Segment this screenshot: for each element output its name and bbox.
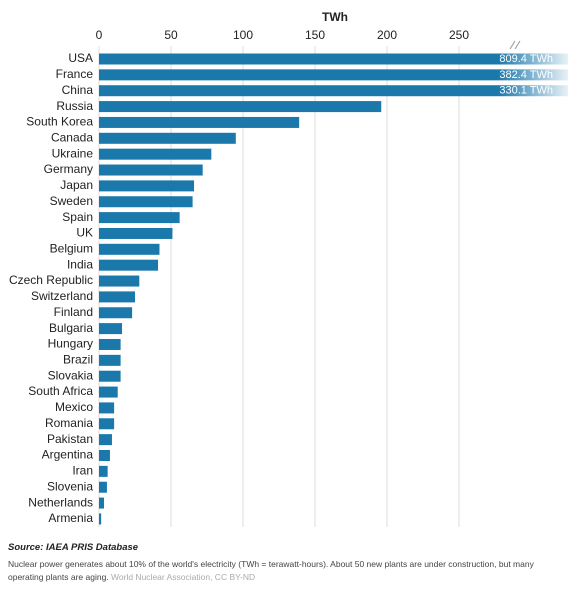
- y-tick-label: Germany: [44, 162, 93, 176]
- y-tick-label: Switzerland: [31, 289, 93, 303]
- value-label: 330.1 TWh: [499, 85, 553, 97]
- chart: TWh 0 50 100 150 200 250 USA 809.4 TWh France 382…: [9, 10, 568, 527]
- bar: [99, 450, 110, 461]
- bar: [99, 101, 382, 113]
- caption-block: Nuclear power generates about 10% of the…: [8, 558, 563, 584]
- y-tick-label: France: [56, 67, 94, 81]
- y-tick-label: Spain: [62, 210, 93, 224]
- bar: [99, 69, 568, 81]
- bar: [99, 386, 118, 398]
- x-tick-label: 150: [305, 28, 325, 42]
- value-label: 809.4 TWh: [499, 53, 553, 65]
- y-tick-label: China: [62, 83, 94, 97]
- caption: Nuclear power generates about 10% of the…: [8, 559, 534, 582]
- bar: [99, 196, 193, 208]
- y-tick-label: Slovakia: [48, 368, 94, 382]
- y-tick-label: India: [67, 257, 93, 271]
- y-tick-label: Netherlands: [28, 495, 93, 509]
- bar: [99, 354, 121, 366]
- bar: [99, 148, 212, 160]
- y-tick-label: USA: [68, 51, 93, 65]
- y-tick-label: Belgium: [50, 241, 93, 255]
- y-tick-label: Romania: [45, 416, 93, 430]
- axis-title: TWh: [322, 10, 348, 24]
- y-tick-label: UK: [76, 226, 93, 240]
- bar: [99, 116, 300, 128]
- bar: [99, 291, 135, 303]
- x-tick-label: 0: [96, 28, 103, 42]
- value-label: 382.4 TWh: [499, 69, 553, 81]
- bar: [99, 370, 121, 382]
- axis-break: [509, 40, 521, 50]
- x-tick-label: 200: [377, 28, 397, 42]
- bar: [99, 481, 107, 493]
- y-tick-label: Iran: [72, 464, 93, 478]
- bar: [99, 212, 180, 224]
- y-tick-label: South Africa: [28, 384, 93, 398]
- y-tick-label: South Korea: [26, 115, 93, 129]
- y-tick-label: Argentina: [42, 448, 94, 462]
- bar: [99, 53, 568, 65]
- source: Source: IAEA PRIS Database: [8, 542, 139, 553]
- credit: World Nuclear Association, CC BY-ND: [111, 572, 256, 582]
- bar: [99, 85, 568, 97]
- y-tick-label: Canada: [51, 130, 93, 144]
- y-tick-label: Slovenia: [47, 479, 93, 493]
- x-tick-label: 100: [233, 28, 253, 42]
- y-tick-label: Russia: [56, 99, 93, 113]
- y-tick-label: Czech Republic: [9, 273, 93, 287]
- bar: [99, 465, 108, 477]
- y-tick-label: Brazil: [63, 353, 93, 367]
- x-tick-label: 250: [449, 28, 469, 42]
- y-tick-label: Armenia: [48, 511, 93, 525]
- bar: [99, 434, 112, 446]
- y-tick-label: Ukraine: [52, 146, 94, 160]
- bar: [99, 243, 160, 255]
- y-tick-label: Pakistan: [47, 432, 93, 446]
- bar: [99, 164, 203, 176]
- y-tick-label: Japan: [60, 178, 93, 192]
- bar: [99, 259, 159, 271]
- bar: [99, 227, 173, 239]
- bar: [99, 513, 102, 525]
- y-tick-label: Hungary: [48, 337, 93, 351]
- y-tick-label: Mexico: [55, 400, 93, 414]
- bar: [99, 132, 236, 144]
- y-tick-label: Finland: [54, 305, 93, 319]
- y-tick-label: Bulgaria: [49, 321, 93, 335]
- bar: [99, 418, 115, 430]
- bar: [99, 323, 123, 335]
- bar: [99, 180, 195, 192]
- bar: [99, 497, 105, 509]
- bar: [99, 307, 133, 319]
- bar: [99, 402, 115, 414]
- x-tick-label: 50: [164, 28, 178, 42]
- y-tick-label: Sweden: [50, 194, 93, 208]
- bar: [99, 275, 140, 287]
- bar: [99, 338, 121, 350]
